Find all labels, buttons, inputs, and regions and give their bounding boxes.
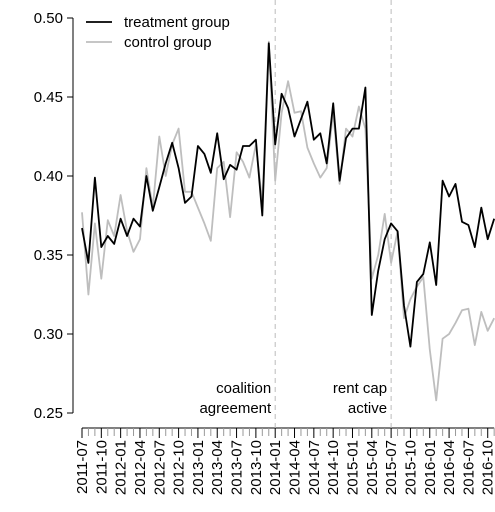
x-tick-label: 2014-04 (287, 440, 304, 495)
x-tick-label: 2014-01 (267, 440, 284, 495)
annotation: active (348, 400, 387, 417)
x-tick-label: 2015-04 (364, 440, 381, 495)
x-tick-label: 2013-07 (229, 440, 246, 495)
x-tick-label: 2014-10 (325, 440, 342, 495)
y-tick-label: 0.50 (34, 10, 63, 27)
x-tick-label: 2015-01 (344, 440, 361, 495)
x-tick-label: 2016-04 (441, 440, 458, 495)
x-tick-label: 2016-01 (422, 440, 439, 495)
annotation: coalition (216, 380, 271, 397)
x-tick-label: 2013-01 (190, 440, 207, 495)
x-tick-label: 2015-07 (383, 440, 400, 495)
x-tick-label: 2012-07 (151, 440, 168, 495)
series-line (81, 40, 495, 402)
x-tick-label: 2012-01 (113, 440, 130, 495)
x-tick-label: 2011-10 (93, 440, 110, 494)
y-tick-label: 0.25 (34, 405, 63, 422)
x-tick-label: 2016-10 (480, 440, 495, 495)
x-tick-label: 2012-04 (132, 440, 149, 495)
x-tick-label: 2013-04 (209, 440, 226, 495)
x-tick-label: 2014-07 (306, 440, 323, 495)
y-tick-label: 0.30 (34, 326, 63, 343)
legend-label: control group (124, 34, 212, 51)
y-tick-label: 0.45 (34, 89, 63, 106)
legend-label: treatment group (124, 14, 230, 31)
annotation: agreement (199, 400, 272, 417)
annotation: rent cap (333, 380, 387, 397)
x-tick-label: 2011-07 (74, 440, 91, 494)
x-tick-label: 2015-10 (402, 440, 419, 495)
x-tick-label: 2016-07 (460, 440, 477, 495)
series-line (81, 42, 495, 348)
y-tick-label: 0.35 (34, 247, 63, 264)
y-tick-label: 0.40 (34, 168, 63, 185)
x-tick-label: 2012-10 (171, 440, 188, 495)
x-tick-label: 2013-10 (248, 440, 265, 495)
